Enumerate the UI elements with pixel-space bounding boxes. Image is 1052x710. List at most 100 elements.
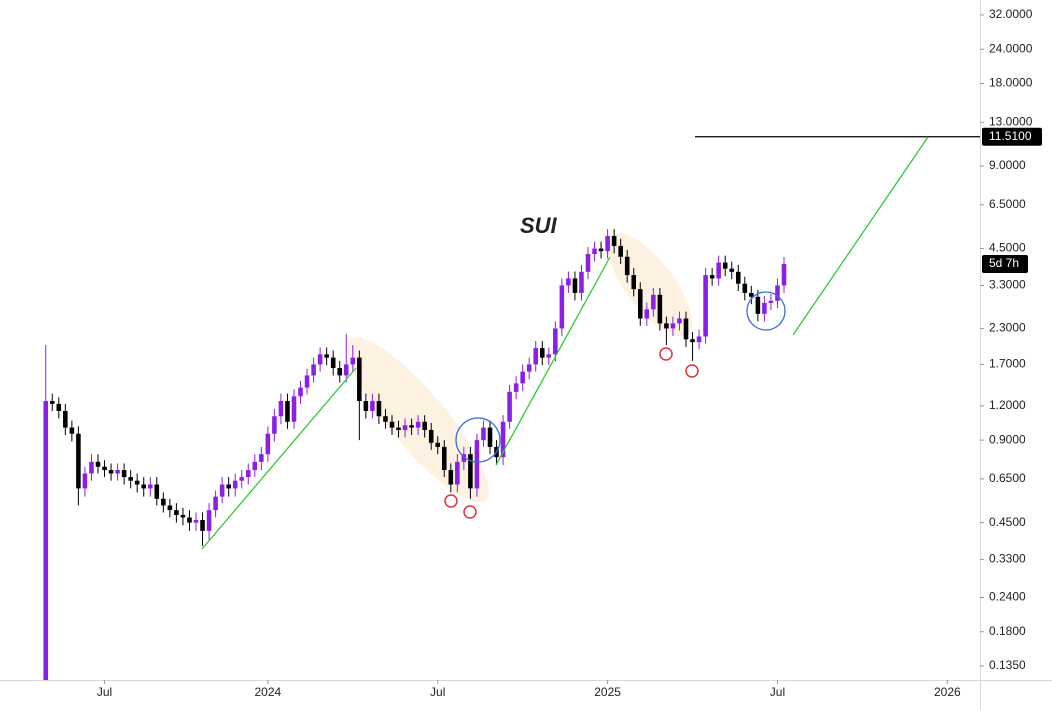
candle-body <box>252 461 258 471</box>
trend-line <box>201 367 357 550</box>
candle-body <box>415 421 421 428</box>
candle-body <box>180 514 186 518</box>
y-tick-label: 32.0000 <box>989 7 1033 21</box>
candle-body <box>742 283 748 293</box>
y-tick-label: 9.0000 <box>989 158 1026 172</box>
candle-body <box>762 302 767 314</box>
candle-body <box>696 336 702 343</box>
y-tick-label: 24.0000 <box>989 41 1033 55</box>
candle-body <box>43 401 49 680</box>
candle-body <box>226 484 231 489</box>
candle-body <box>592 248 597 254</box>
candle-body <box>265 433 271 455</box>
candle-body <box>63 410 68 428</box>
y-tick-label: 0.2400 <box>989 590 1026 604</box>
candle-body <box>291 396 297 422</box>
candle-body <box>317 354 323 365</box>
low-marker <box>685 364 699 378</box>
candle-body <box>455 461 460 485</box>
candle-body <box>598 248 604 252</box>
candle-body <box>683 318 689 340</box>
candle-body <box>468 454 473 489</box>
candle-body <box>95 461 101 467</box>
candle-body <box>749 292 754 297</box>
candle-body <box>141 484 147 489</box>
candle-body <box>76 433 81 489</box>
y-tick-label: 0.9000 <box>989 432 1026 446</box>
x-tick-label: Jul <box>770 685 785 699</box>
candle-body <box>618 245 623 257</box>
candle-body <box>735 271 741 284</box>
candle-body <box>775 285 780 301</box>
projection-line <box>792 136 929 336</box>
candle-body <box>422 421 427 430</box>
countdown-label: 5d 7h <box>989 256 1019 270</box>
price-line-label: 11.5100 <box>989 129 1032 143</box>
x-tick-label: 2026 <box>934 685 961 699</box>
drawings <box>201 136 929 550</box>
candle-body <box>134 480 140 485</box>
retest-marker <box>455 417 501 463</box>
candle-body <box>441 446 447 471</box>
low-marker <box>659 347 673 361</box>
y-tick-label: 1.7000 <box>989 357 1026 371</box>
y-tick-label: 4.5000 <box>989 241 1026 255</box>
countdown-tag <box>982 255 1028 274</box>
low-marker <box>463 505 477 519</box>
y-tick-label: 1.2000 <box>989 398 1026 412</box>
candle-body <box>200 520 205 531</box>
candle-body <box>343 364 349 376</box>
candle-body <box>324 354 329 358</box>
candle-body <box>350 357 356 365</box>
y-tick-label: 6.5000 <box>989 197 1026 211</box>
candle-body <box>651 294 656 310</box>
candle-body <box>631 275 637 290</box>
candle-body <box>161 498 166 506</box>
candle-body <box>768 300 774 303</box>
candle-body <box>553 328 558 355</box>
y-tick-label: 0.6500 <box>989 471 1026 485</box>
price-line-tag <box>982 127 1042 146</box>
candle-body <box>167 505 173 511</box>
candle-body <box>500 421 506 458</box>
candle-body <box>311 364 316 376</box>
candle-body <box>370 401 375 411</box>
candle-body <box>363 401 369 411</box>
candle-body <box>82 473 88 489</box>
y-tick-label: 3.3000 <box>989 278 1026 292</box>
candle-body <box>755 296 761 314</box>
candle-body <box>285 401 290 422</box>
candle-body <box>474 440 480 489</box>
candle-body <box>245 470 251 478</box>
x-tick-label: 2025 <box>594 685 621 699</box>
x-tick-label: Jul <box>97 685 112 699</box>
candle-body <box>102 466 107 471</box>
candle-body <box>219 484 225 497</box>
candle-body <box>239 477 245 481</box>
x-tick-label: Jul <box>430 685 445 699</box>
candle-body <box>624 256 630 276</box>
candle-body <box>49 401 55 404</box>
candle-body <box>566 278 571 286</box>
candle-body <box>383 416 388 422</box>
y-tick-label: 0.3300 <box>989 552 1026 566</box>
candle-body <box>690 339 695 343</box>
candle-body <box>409 425 414 428</box>
candle-body <box>481 427 486 441</box>
candle-body <box>174 510 179 515</box>
candle-body <box>677 318 682 324</box>
candle-body <box>579 271 584 293</box>
candle-body <box>546 354 552 358</box>
candle-body <box>278 401 284 417</box>
candle-body <box>644 309 650 319</box>
candle-body <box>461 454 467 462</box>
candle-body <box>487 427 493 447</box>
candle-body <box>121 470 127 478</box>
candle-body <box>89 461 94 474</box>
y-tick-label: 18.0000 <box>989 76 1033 90</box>
candle-body <box>128 477 133 481</box>
candle-body <box>722 262 728 269</box>
y-tick-label: 0.1800 <box>989 624 1026 638</box>
